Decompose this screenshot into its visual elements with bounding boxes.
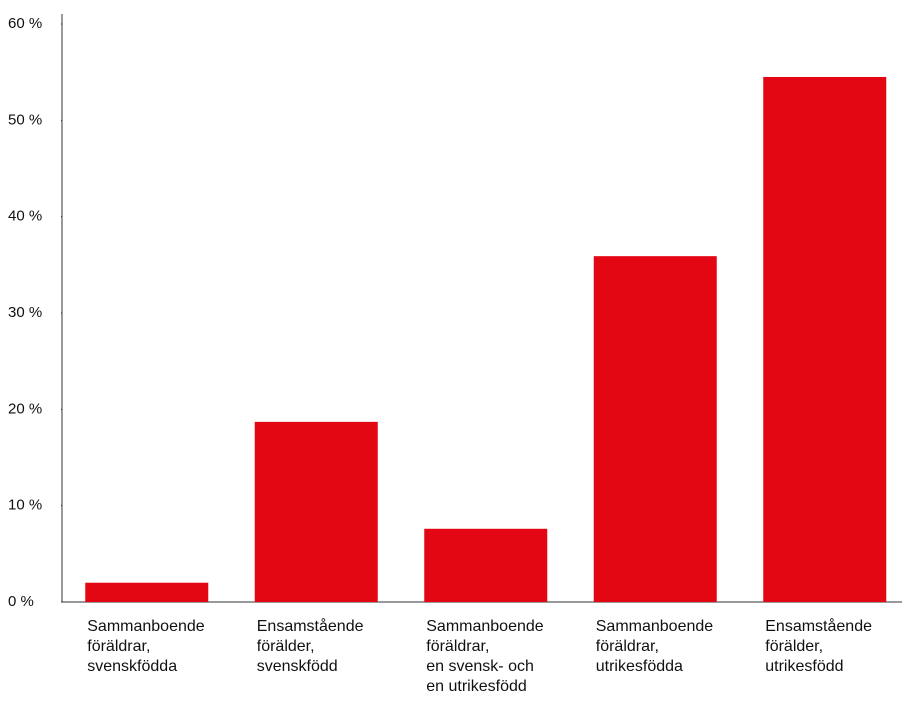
bar	[424, 528, 548, 602]
y-tick-label: 20 %	[8, 400, 42, 417]
y-tick-label: 0 %	[8, 593, 34, 610]
x-tick-label: Sammanboende föräldrar, en svensk- och e…	[426, 618, 544, 695]
y-tick-label: 50 %	[8, 111, 42, 128]
y-tick-label: 10 %	[8, 497, 42, 514]
y-tick-label: 40 %	[8, 208, 42, 225]
bar	[85, 582, 209, 602]
y-tick-label: 30 %	[8, 304, 42, 321]
x-tick-label: Sammanboende föräldrar, utrikesfödda	[595, 618, 714, 675]
bar	[593, 256, 717, 602]
bar	[254, 421, 378, 602]
x-tick-label: Ensamstående förälder, svenskfödd	[256, 618, 364, 675]
x-tick-label: Sammanboende föräldrar, svenskfödda	[87, 618, 205, 675]
x-tick-label: Ensamstående förälder, utrikesfödd	[765, 618, 872, 675]
bar	[763, 76, 887, 602]
y-tick-label: 60 %	[8, 15, 42, 32]
